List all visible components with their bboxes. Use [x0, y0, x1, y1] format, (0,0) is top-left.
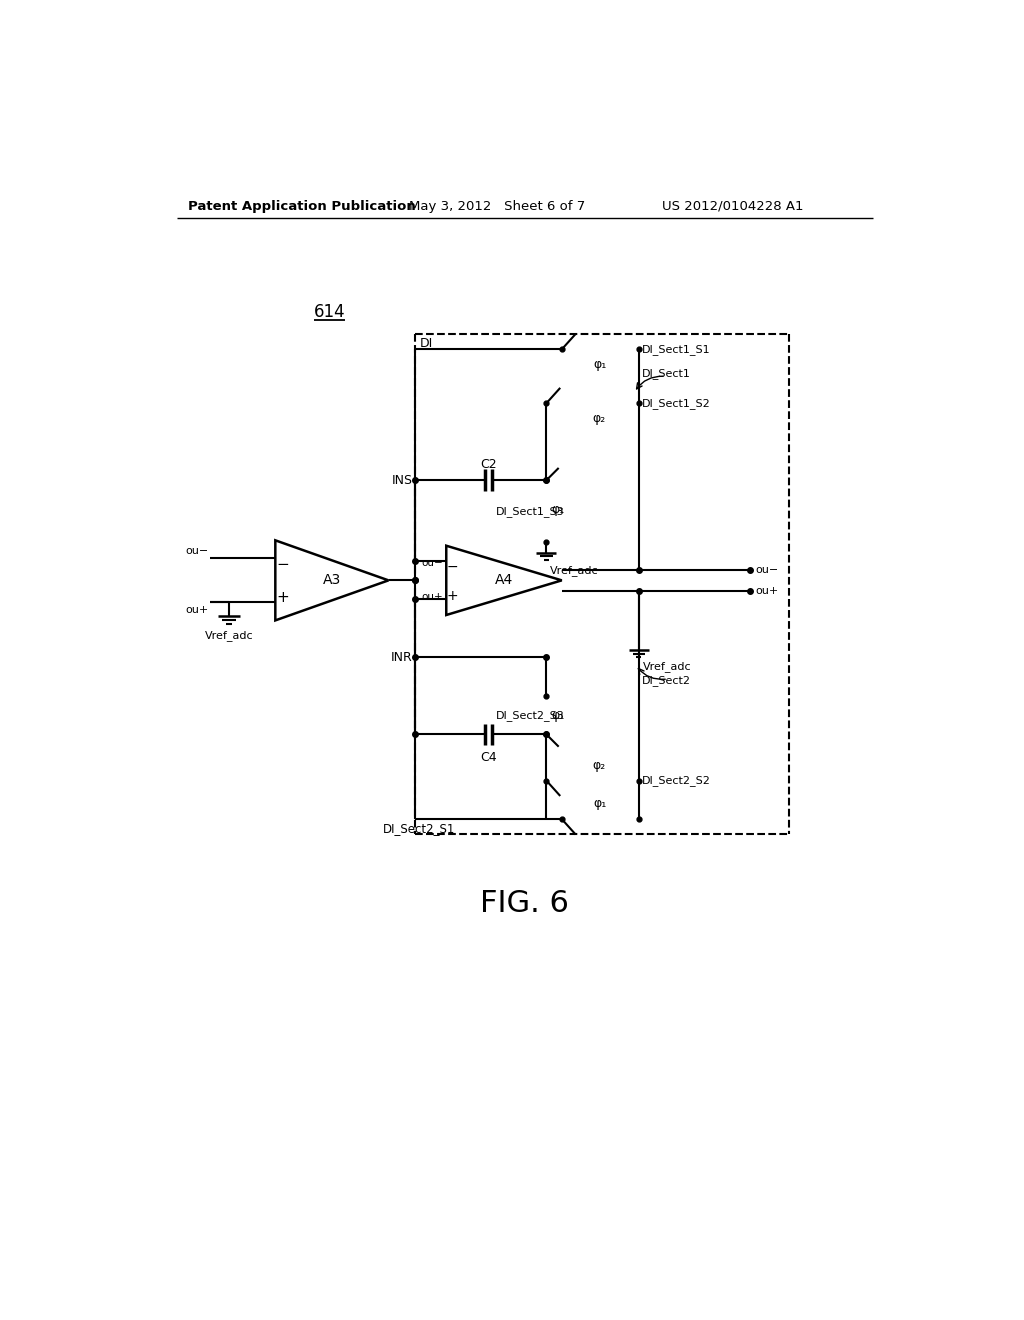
Text: C4: C4 — [480, 751, 497, 763]
Text: DI_Sect1_S1: DI_Sect1_S1 — [642, 345, 711, 355]
Text: INS: INS — [391, 474, 413, 487]
Text: ou−: ou− — [422, 558, 443, 569]
Text: ou−: ou− — [755, 565, 778, 574]
Text: φ₁: φ₁ — [551, 709, 564, 722]
Text: INR: INR — [390, 651, 413, 664]
Text: ou+: ou+ — [422, 593, 443, 602]
Text: 614: 614 — [313, 304, 345, 321]
Text: +: + — [446, 589, 458, 603]
Text: May 3, 2012   Sheet 6 of 7: May 3, 2012 Sheet 6 of 7 — [410, 199, 586, 213]
Text: Vref_adc: Vref_adc — [550, 565, 599, 576]
Text: FIG. 6: FIG. 6 — [480, 890, 569, 919]
Text: ou+: ou+ — [755, 586, 778, 597]
Text: A3: A3 — [323, 573, 341, 587]
Text: DI_Sect1_S3: DI_Sect1_S3 — [497, 506, 565, 516]
Text: φ₂: φ₂ — [592, 412, 605, 425]
Text: ou−: ou− — [185, 545, 208, 556]
Text: φ₂: φ₂ — [592, 759, 605, 772]
Text: DI_Sect2_S2: DI_Sect2_S2 — [642, 775, 711, 785]
Text: φ₁: φ₁ — [594, 358, 607, 371]
Text: −: − — [276, 557, 290, 573]
Text: DI: DI — [419, 337, 432, 350]
Text: DI_Sect1: DI_Sect1 — [642, 368, 691, 379]
Text: φ₁: φ₁ — [551, 503, 564, 516]
Text: ou+: ou+ — [185, 605, 208, 615]
Text: +: + — [276, 590, 290, 605]
Text: A4: A4 — [495, 573, 513, 587]
Text: DI_Sect2_S1: DI_Sect2_S1 — [383, 822, 456, 834]
Text: DI_Sect2_S3: DI_Sect2_S3 — [497, 710, 565, 721]
Text: US 2012/0104228 A1: US 2012/0104228 A1 — [662, 199, 804, 213]
Text: Vref_adc: Vref_adc — [643, 661, 691, 672]
Text: C2: C2 — [480, 458, 497, 471]
Text: DI_Sect2: DI_Sect2 — [642, 675, 691, 686]
Text: DI_Sect1_S2: DI_Sect1_S2 — [642, 397, 711, 409]
Text: Patent Application Publication: Patent Application Publication — [188, 199, 416, 213]
Text: −: − — [446, 560, 458, 573]
Text: Vref_adc: Vref_adc — [205, 630, 253, 642]
Text: φ₁: φ₁ — [594, 797, 607, 810]
